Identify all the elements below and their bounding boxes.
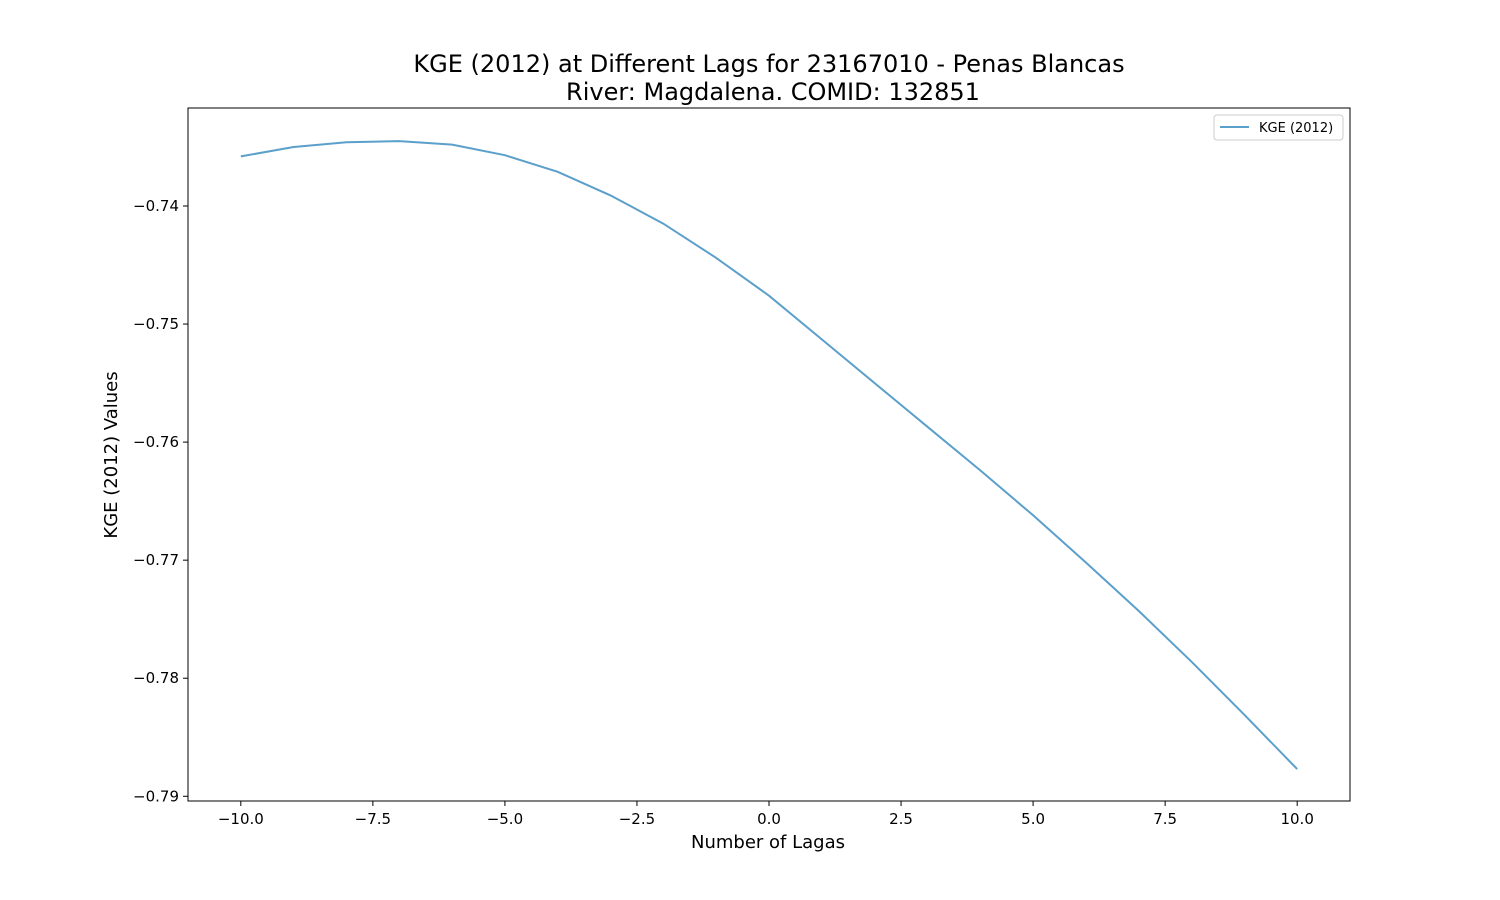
x-tick-label: 0.0 — [757, 810, 781, 828]
x-tick-label: −10.0 — [218, 810, 264, 828]
data-point — [715, 257, 717, 259]
data-point — [768, 295, 770, 297]
y-tick-label: −0.75 — [133, 315, 179, 333]
data-point — [1085, 562, 1087, 564]
y-tick-label: −0.77 — [133, 551, 179, 569]
data-point — [874, 382, 876, 384]
data-point — [662, 223, 664, 225]
data-point — [1296, 768, 1298, 770]
data-point — [240, 155, 242, 157]
x-tick-label: −5.0 — [487, 810, 523, 828]
data-point — [1243, 714, 1245, 716]
legend-box — [1213, 114, 1344, 141]
data-point — [398, 140, 400, 142]
y-axis-label: KGE (2012) Values — [101, 371, 122, 538]
data-point — [821, 338, 823, 340]
x-tick-label: 10.0 — [1280, 810, 1313, 828]
y-tick-label: −0.79 — [133, 787, 179, 805]
x-tick-label: −2.5 — [619, 810, 655, 828]
series-line-kge-2012 — [240, 140, 1298, 770]
x-tick-label: −7.5 — [355, 810, 391, 828]
plot-area — [187, 107, 1351, 802]
y-tick-label: −0.78 — [133, 669, 179, 687]
legend: KGE (2012) — [1213, 114, 1344, 141]
x-tick-label: 7.5 — [1153, 810, 1177, 828]
data-point — [1191, 661, 1193, 663]
data-point — [927, 426, 929, 428]
x-axis: −10.0 −7.5 −5.0 −2.5 0.0 2.5 5.0 7.5 10.0 — [218, 801, 1314, 828]
x-axis-label: Number of Lagas — [691, 832, 845, 853]
y-axis: −0.74 −0.75 −0.76 −0.77 −0.78 −0.79 — [133, 197, 188, 805]
data-point — [346, 141, 348, 143]
data-point — [504, 154, 506, 156]
data-point — [979, 469, 981, 471]
y-tick-label: −0.76 — [133, 433, 179, 451]
data-point — [293, 146, 295, 148]
data-point — [610, 194, 612, 196]
y-tick-label: −0.74 — [133, 197, 179, 215]
data-point — [557, 171, 559, 173]
x-tick-label: 2.5 — [889, 810, 913, 828]
x-tick-label: 5.0 — [1021, 810, 1045, 828]
data-point — [451, 144, 453, 146]
legend-label: KGE (2012) — [1259, 121, 1333, 136]
chart-title: KGE (2012) at Different Lags for 2316701… — [413, 50, 1124, 78]
chart-subtitle: River: Magdalena. COMID: 132851 — [566, 78, 980, 106]
data-point — [1032, 514, 1034, 516]
data-point — [1138, 610, 1140, 612]
